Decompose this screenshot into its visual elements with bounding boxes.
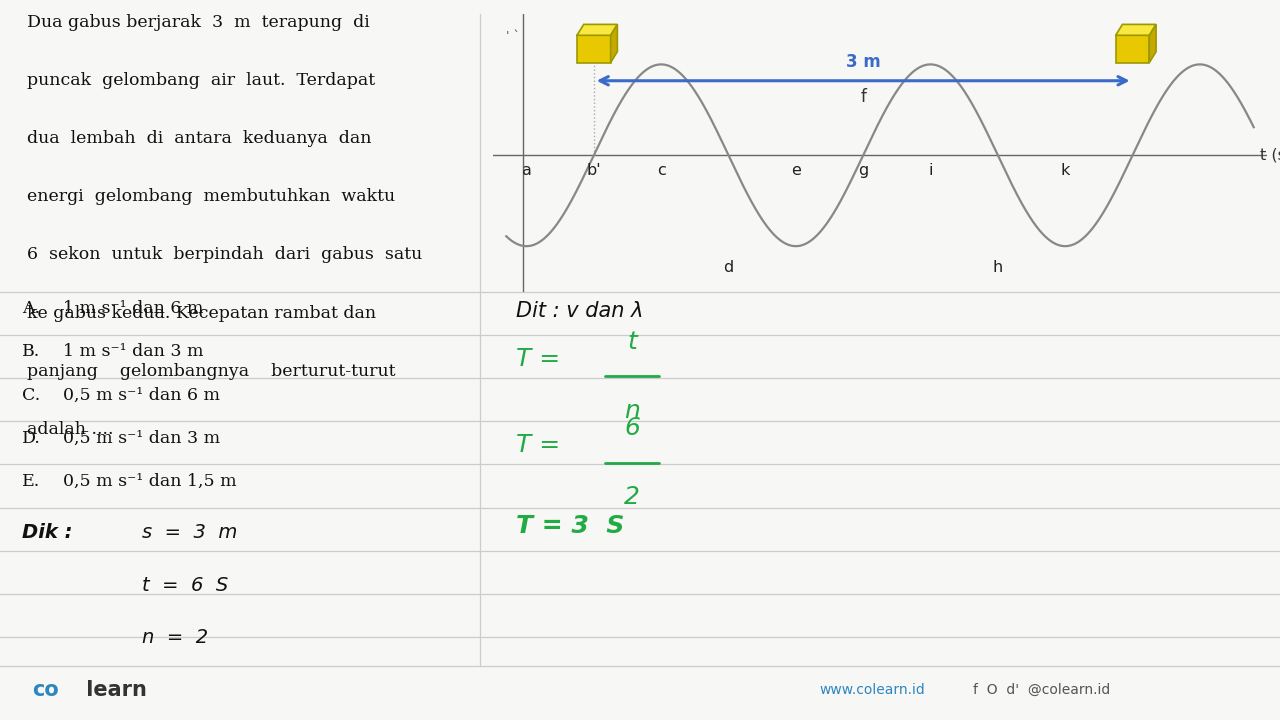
Text: 3 m: 3 m [846,53,881,71]
Text: puncak  gelombang  air  laut.  Terdapat: puncak gelombang air laut. Terdapat [27,73,375,89]
Text: 6  sekon  untuk  berpindah  dari  gabus  satu: 6 sekon untuk berpindah dari gabus satu [27,246,422,264]
Text: energi  gelombang  membutuhkan  waktu: energi gelombang membutuhkan waktu [27,189,394,205]
Text: e: e [791,163,801,179]
Text: f  O  d'  @colearn.id: f O d' @colearn.id [973,683,1110,697]
Text: B.: B. [22,343,40,361]
FancyBboxPatch shape [1116,35,1149,63]
Text: T =: T = [516,347,561,371]
Text: T =: T = [516,433,561,457]
Text: s  =  3  m: s = 3 m [142,523,237,542]
Text: 0,5 m s⁻¹ dan 6 m: 0,5 m s⁻¹ dan 6 m [64,387,220,404]
Text: co: co [32,680,59,701]
Text: t (s): t (s) [1261,148,1280,163]
Text: A.: A. [22,300,40,318]
Polygon shape [1116,24,1156,35]
Text: learn: learn [79,680,147,701]
Text: panjang    gelombangnya    berturut-turut: panjang gelombangnya berturut-turut [27,363,396,379]
Text: 1 m s⁻¹ dan 6 m: 1 m s⁻¹ dan 6 m [64,300,204,318]
Text: ke gabus kedua. Kecepatan rambat dan: ke gabus kedua. Kecepatan rambat dan [27,305,376,322]
Text: Dik :: Dik : [22,523,73,542]
Text: n  =  2: n = 2 [142,628,207,647]
Text: t: t [627,330,637,354]
Text: g: g [858,163,868,179]
Text: c: c [657,163,666,179]
Polygon shape [611,24,617,63]
Text: 0,5 m s⁻¹ dan 1,5 m: 0,5 m s⁻¹ dan 1,5 m [64,473,237,490]
Text: Dua gabus berjarak  3  m  terapung  di: Dua gabus berjarak 3 m terapung di [27,14,370,32]
Text: f: f [860,88,867,106]
Text: t  =  6  S: t = 6 S [142,576,228,595]
FancyBboxPatch shape [577,35,611,63]
Text: 6: 6 [625,416,640,440]
Text: Dit : v dan λ: Dit : v dan λ [516,301,644,321]
Text: a: a [521,163,531,179]
Text: T = 3  S: T = 3 S [516,514,625,538]
Text: n: n [625,399,640,423]
Text: d: d [723,260,733,275]
Text: D.: D. [22,430,41,447]
Text: 1 m s⁻¹ dan 3 m: 1 m s⁻¹ dan 3 m [64,343,204,361]
Text: E.: E. [22,473,40,490]
Text: www.colearn.id: www.colearn.id [819,683,925,697]
Text: ' `: ' ` [507,30,520,43]
Text: h: h [993,260,1004,275]
Text: dua  lembah  di  antara  keduanya  dan: dua lembah di antara keduanya dan [27,130,371,148]
Text: adalah ....: adalah .... [27,420,113,438]
Polygon shape [1149,24,1156,63]
Text: 0,5 m s⁻¹ dan 3 m: 0,5 m s⁻¹ dan 3 m [64,430,220,447]
Text: 2: 2 [625,485,640,509]
Text: b': b' [586,163,602,179]
Text: C.: C. [22,387,40,404]
Text: k: k [1061,163,1070,179]
Text: i: i [928,163,933,179]
Polygon shape [577,24,617,35]
